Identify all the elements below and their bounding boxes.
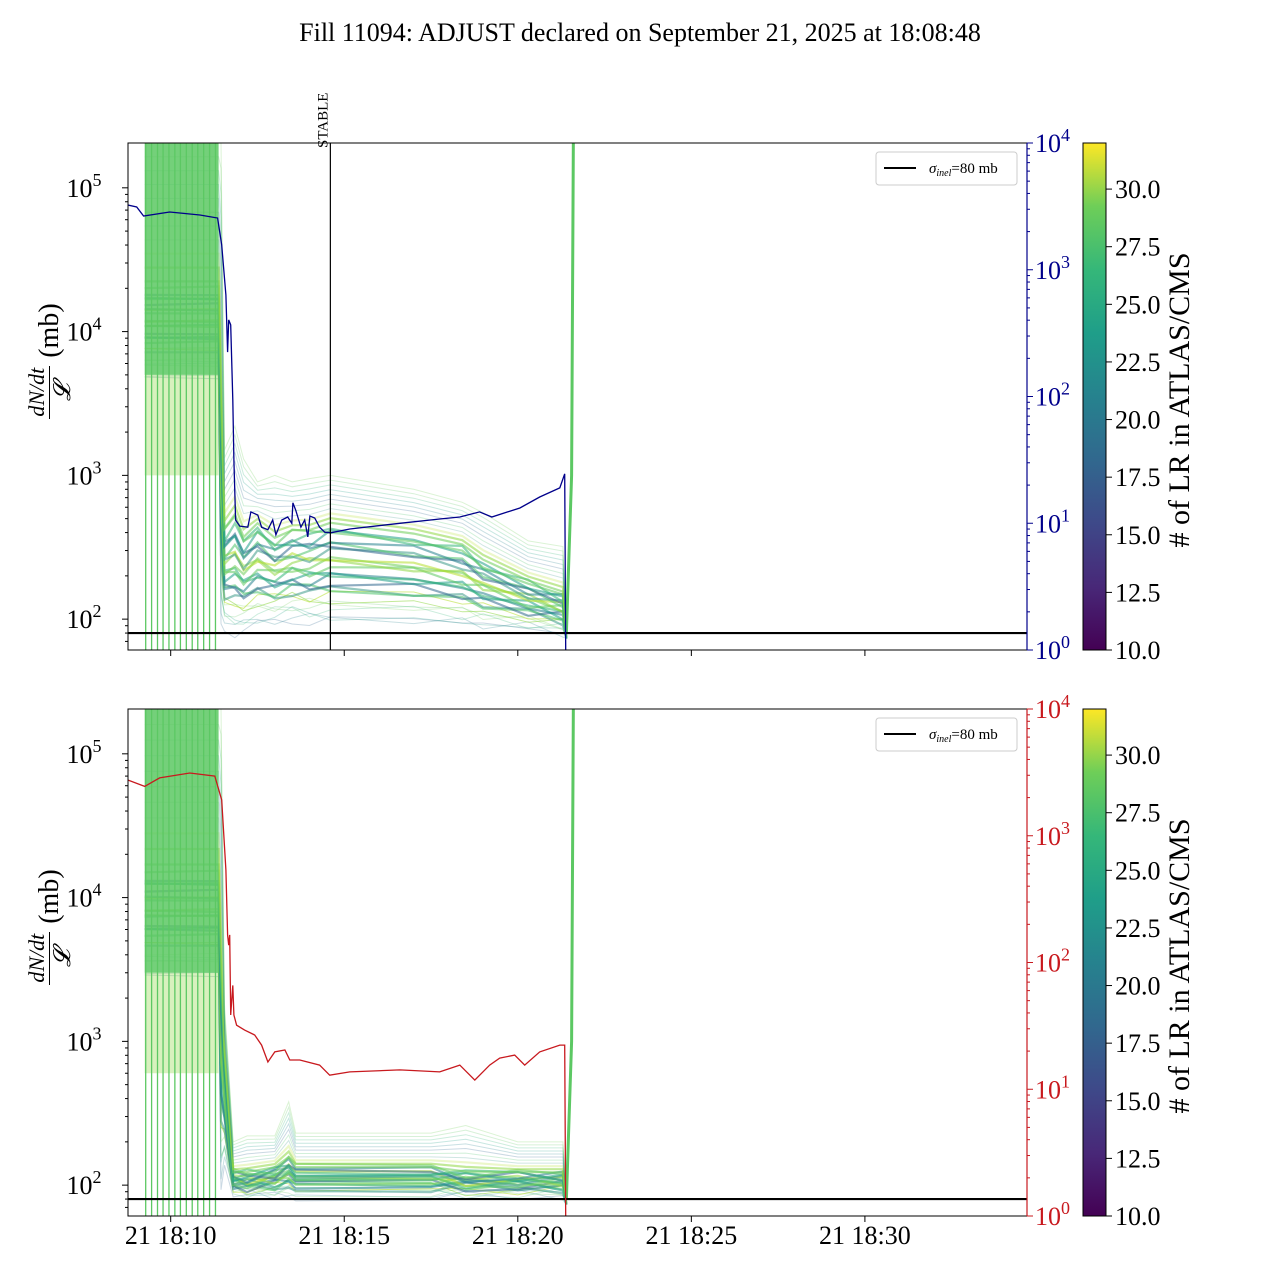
lr-loss-line — [144, 801, 567, 1200]
lr-loss-recovery — [564, 143, 575, 634]
lr-loss-dense-region — [144, 143, 219, 375]
lr-loss-line — [144, 832, 568, 1200]
right-y-tick-label: 104 — [1035, 691, 1070, 724]
lr-loss-line — [144, 266, 568, 634]
colorbar-tick-label: 12.5 — [1115, 1144, 1161, 1173]
lr-loss-line — [144, 770, 567, 1200]
y-tick-label: 103 — [67, 457, 102, 490]
lr-loss-line — [144, 847, 568, 1200]
colorbar-tick-label: 17.5 — [1115, 463, 1161, 492]
y-tick-label: 104 — [67, 880, 102, 913]
colorbar-tick-label: 27.5 — [1115, 799, 1161, 828]
right-y-tick-label: 101 — [1035, 1071, 1070, 1104]
right-y-tick-label: 100 — [1035, 632, 1070, 665]
ylabel-denominator: 𝓛 — [49, 383, 76, 401]
chart-title: Fill 11094: ADJUST declared on September… — [299, 18, 981, 47]
lr-loss-line — [144, 156, 567, 634]
right-y-tick-label: 103 — [1035, 818, 1070, 851]
plot-area-top — [128, 143, 1027, 650]
colorbar-tick-label: 15.0 — [1115, 521, 1161, 550]
lr-loss-line — [144, 184, 567, 634]
y-tick-label: 104 — [67, 314, 102, 347]
colorbar-tick-label: 15.0 — [1115, 1087, 1161, 1116]
lr-loss-line — [144, 755, 567, 1200]
colorbar-tick-label: 10.0 — [1115, 1202, 1161, 1231]
lr-loss-line — [144, 170, 567, 634]
right-y-tick-label: 104 — [1035, 125, 1070, 158]
colorbar-tick-label: 30.0 — [1115, 175, 1161, 204]
lr-loss-line — [144, 942, 567, 1198]
lr-loss-line — [144, 197, 567, 634]
legend-label: σinel=80 mb — [929, 161, 998, 179]
lr-loss-line — [144, 786, 567, 1200]
axes-frame — [127, 708, 1028, 1217]
legend-label: σinel=80 mb — [929, 727, 998, 745]
lr-loss-line — [144, 817, 567, 1200]
lr-loss-fade-region — [144, 972, 219, 1074]
lr-loss-line — [144, 928, 568, 1201]
axes-frame — [127, 142, 1028, 651]
lr-loss-line — [144, 364, 567, 638]
x-tick-label: 21 18:30 — [819, 1221, 911, 1250]
right-axis-series — [128, 204, 567, 650]
right-y-tick-label: 100 — [1035, 1198, 1070, 1231]
colorbar-tick-label: 25.0 — [1115, 290, 1161, 319]
lr-loss-line — [144, 959, 567, 1200]
colorbar-tick-label: 27.5 — [1115, 233, 1161, 262]
colorbar — [1082, 142, 1107, 651]
right-y-tick-label: 102 — [1035, 379, 1070, 412]
lr-loss-line — [144, 960, 567, 1204]
lr-loss-line — [144, 724, 567, 1200]
lr-loss-line — [144, 359, 567, 630]
x-tick-label: 21 18:10 — [125, 1221, 217, 1250]
x-tick-label: 21 18:25 — [645, 1221, 737, 1250]
right-y-tick-label: 103 — [1035, 252, 1070, 285]
lr-loss-line — [144, 143, 567, 634]
y-tick-label: 105 — [67, 170, 102, 203]
legend-box — [875, 717, 1018, 752]
right-y-tick-label: 101 — [1035, 505, 1070, 538]
lr-loss-line — [144, 376, 567, 639]
x-tick-label: 21 18:20 — [472, 1221, 564, 1250]
lr-loss-line — [144, 362, 567, 631]
lr-loss-recovery — [564, 709, 575, 1200]
ylabel-unit: (mb) — [34, 869, 65, 924]
lr-loss-line — [144, 709, 567, 1200]
stable-marker-label: STABLE — [315, 93, 331, 148]
y-tick-label: 102 — [67, 1167, 102, 1200]
colorbar-tick-label: 25.0 — [1115, 856, 1161, 885]
lr-loss-line — [144, 955, 567, 1199]
colorbar-tick-label: 22.5 — [1115, 348, 1161, 377]
ylabel-denominator: 𝓛 — [49, 949, 76, 967]
colorbar — [1082, 708, 1107, 1217]
plot-area-bottom — [128, 709, 1027, 1216]
colorbar-label-bottom: # of LR in ATLAS/CMS — [1163, 818, 1196, 1114]
ylabel-unit: (mb) — [34, 303, 65, 358]
y-axis-label-top: dN/dt 𝓛 (mb) — [15, 251, 85, 471]
colorbar-tick-label: 10.0 — [1115, 636, 1161, 665]
colorbar-tick-label: 17.5 — [1115, 1029, 1161, 1058]
colorbar-tick-label: 30.0 — [1115, 741, 1161, 770]
right-y-tick-label: 102 — [1035, 945, 1070, 978]
lr-loss-line — [144, 374, 567, 639]
ylabel-numerator: dN/dt — [23, 365, 50, 419]
y-tick-label: 103 — [67, 1023, 102, 1056]
colorbar-tick-label: 22.5 — [1115, 914, 1161, 943]
y-axis-label-bottom: dN/dt 𝓛 (mb) — [15, 817, 85, 1037]
right-axis-series — [128, 772, 567, 1216]
lr-loss-dense-region — [144, 709, 219, 973]
x-tick-label: 21 18:15 — [298, 1221, 390, 1250]
colorbar-label-top: # of LR in ATLAS/CMS — [1163, 252, 1196, 548]
y-tick-label: 102 — [67, 601, 102, 634]
lr-loss-fade-region — [144, 374, 219, 476]
ylabel-numerator: dN/dt — [23, 931, 50, 985]
colorbar-tick-label: 12.5 — [1115, 578, 1161, 607]
legend-box — [875, 151, 1018, 186]
colorbar-tick-label: 20.0 — [1115, 972, 1161, 1001]
y-tick-label: 105 — [67, 736, 102, 769]
colorbar-tick-label: 20.0 — [1115, 406, 1161, 435]
